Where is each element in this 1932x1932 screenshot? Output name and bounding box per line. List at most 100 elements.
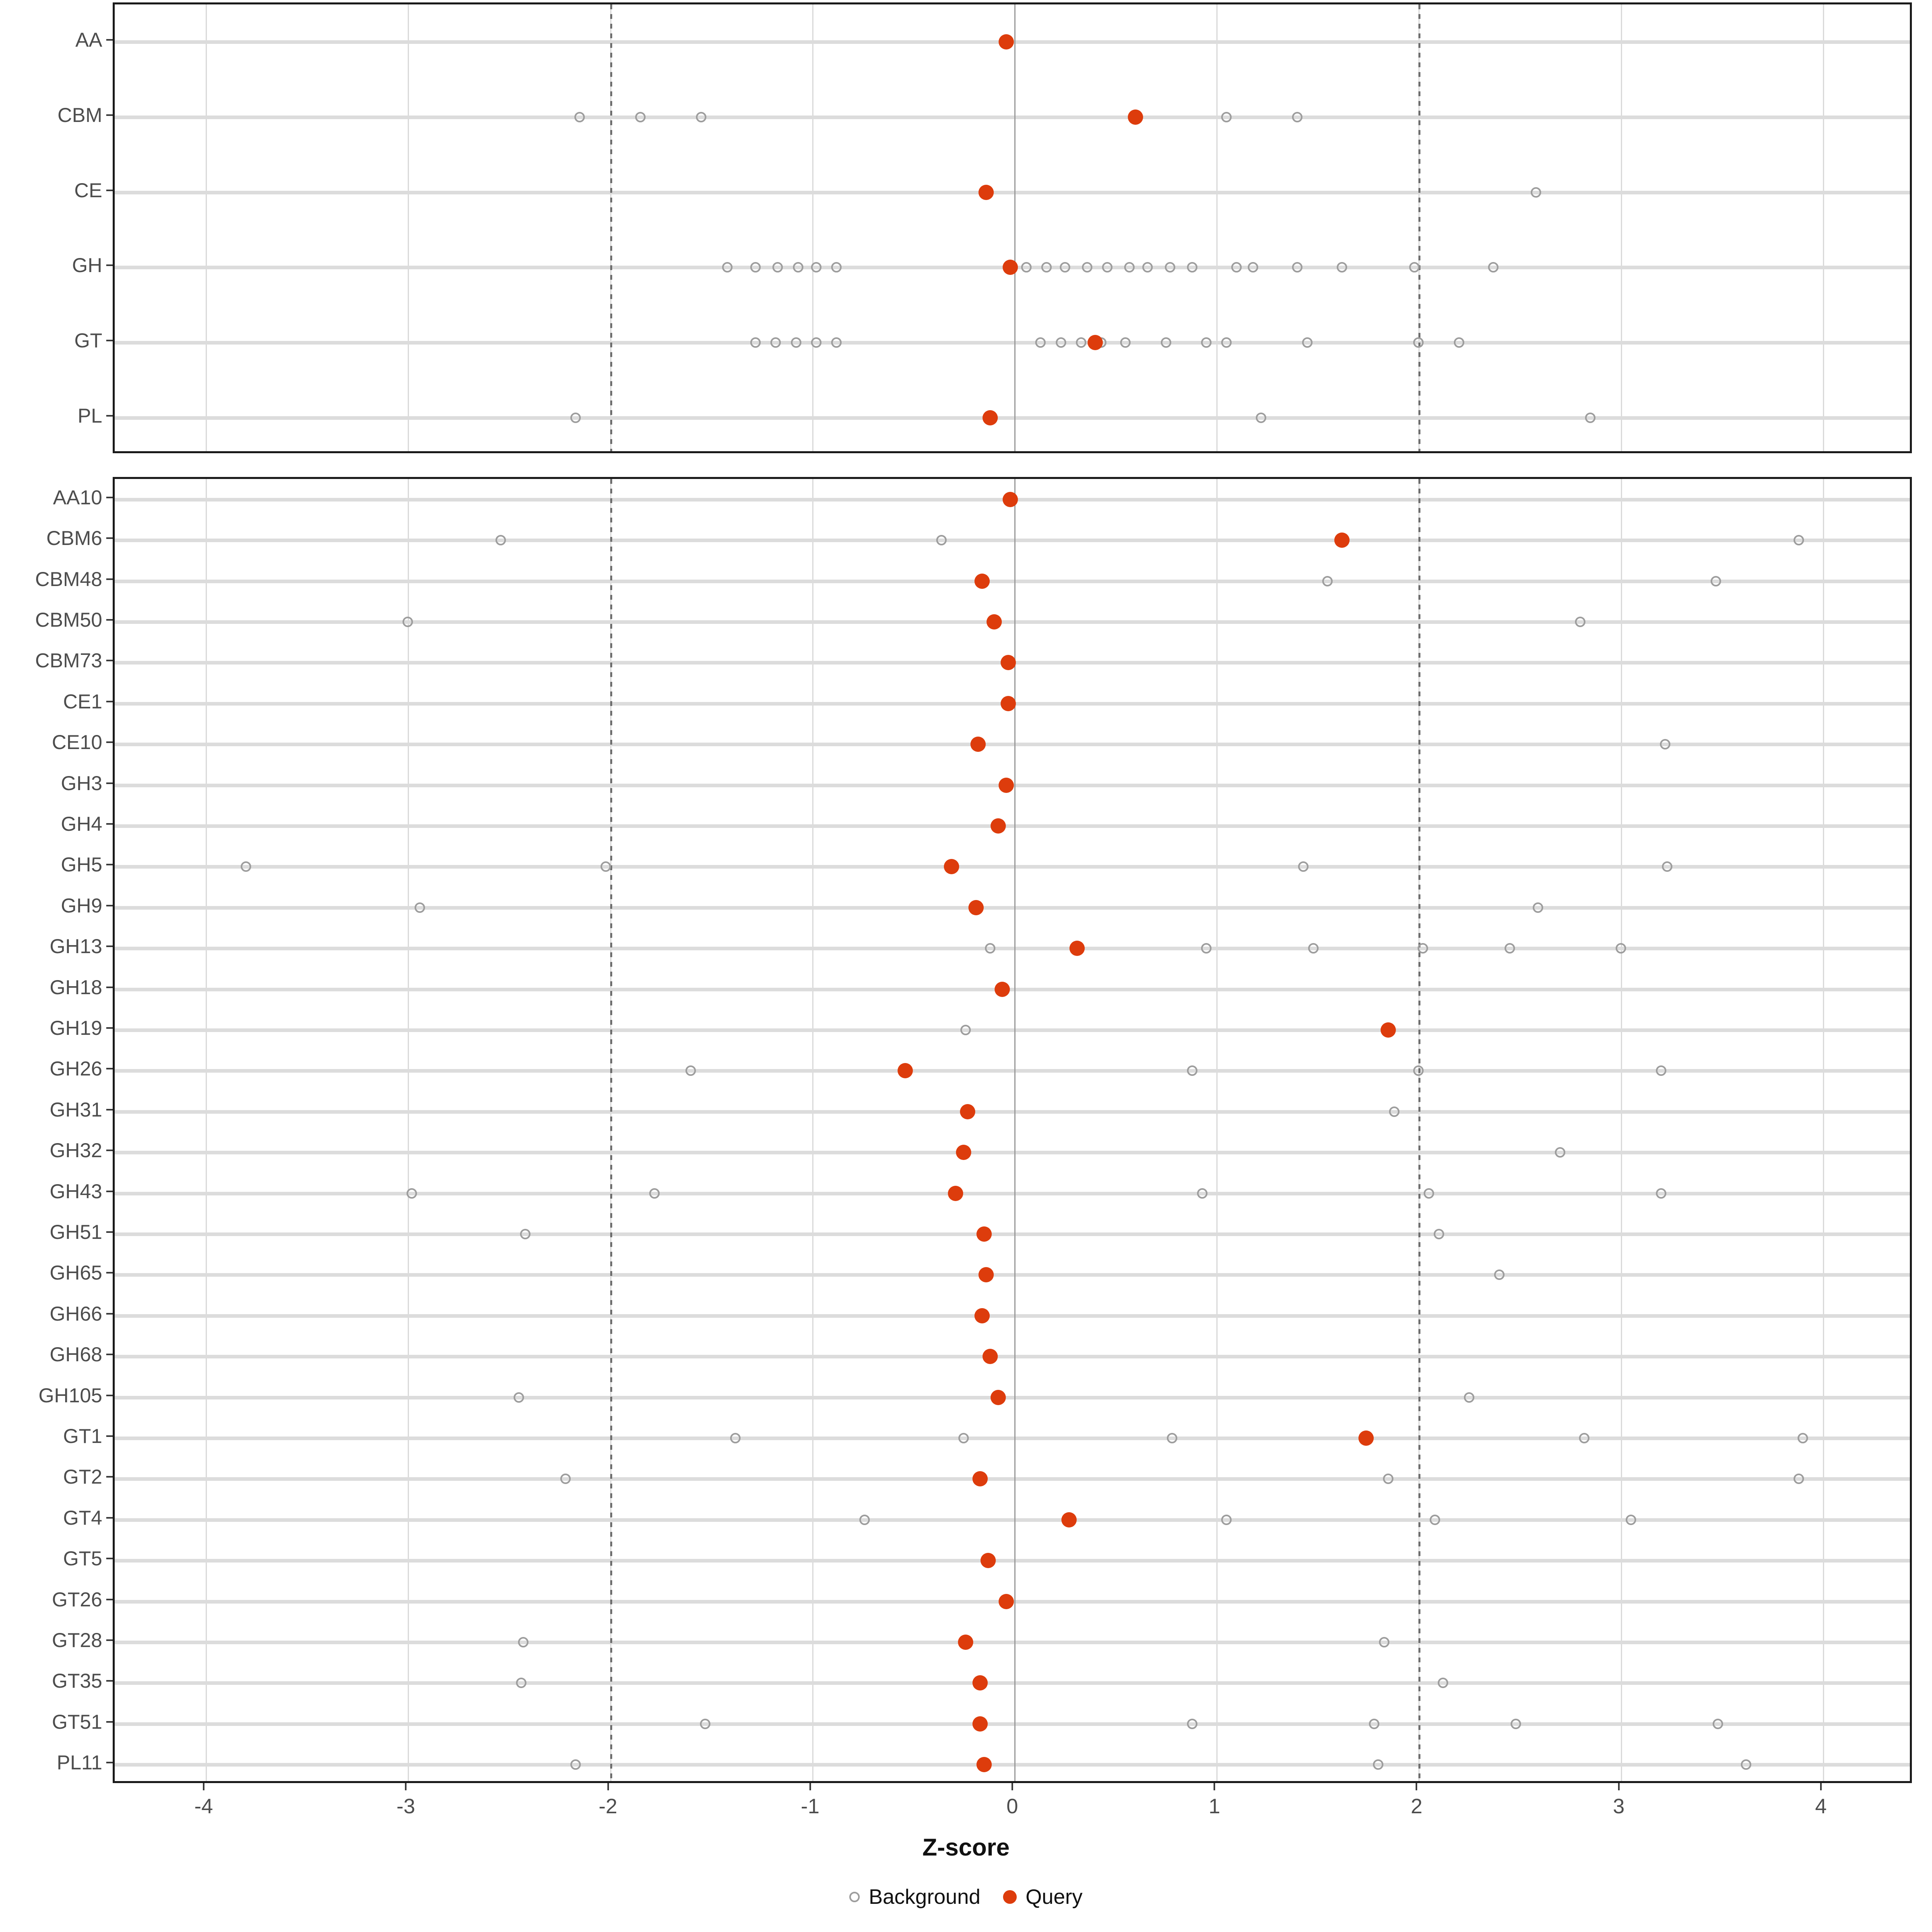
y-axis-tick-label: GT4 xyxy=(63,1506,102,1529)
data-point-background xyxy=(1413,1065,1424,1076)
y-axis-tick-mark xyxy=(106,1027,113,1029)
grid-line-horizontal xyxy=(115,1395,1910,1399)
data-point-background xyxy=(1656,1188,1667,1199)
grid-line-vertical xyxy=(812,479,813,1781)
data-point-background xyxy=(518,1637,528,1648)
data-point-background xyxy=(1615,943,1626,954)
data-point-background xyxy=(407,1188,417,1199)
y-axis-tick-mark xyxy=(106,1150,113,1152)
y-axis-tick-mark xyxy=(106,1313,113,1315)
data-point-background xyxy=(1585,412,1596,423)
data-point-background xyxy=(1298,861,1309,872)
y-axis-tick-mark xyxy=(106,537,113,539)
y-axis-tick-mark xyxy=(106,1108,113,1110)
data-point-background xyxy=(1433,1229,1444,1240)
y-axis-tick-mark xyxy=(106,904,113,906)
data-point-background xyxy=(241,861,252,872)
grid-line-horizontal xyxy=(115,1437,1910,1441)
x-axis-tick-mark xyxy=(607,1783,609,1790)
data-point-background xyxy=(649,1188,660,1199)
grid-line-horizontal xyxy=(115,1191,1910,1195)
grid-line-horizontal xyxy=(115,743,1910,747)
data-point-query xyxy=(972,1716,988,1732)
data-point-background xyxy=(1413,337,1424,348)
data-point-query xyxy=(982,1349,998,1364)
grid-line-vertical xyxy=(408,479,409,1781)
data-point-query xyxy=(1061,1512,1077,1527)
y-axis-tick-label: GH5 xyxy=(61,853,102,876)
y-axis-tick-label: CE1 xyxy=(63,690,102,713)
data-point-background xyxy=(1102,262,1113,273)
y-axis-tick-label: CBM48 xyxy=(35,568,102,590)
y-axis-tick-mark xyxy=(106,741,113,743)
data-point-query xyxy=(974,573,990,589)
data-point-background xyxy=(1308,943,1319,954)
data-point-background xyxy=(1389,1106,1400,1117)
data-point-background xyxy=(811,262,822,273)
x-axis-title: Z-score xyxy=(922,1834,1010,1861)
threshold-reference-line xyxy=(1418,4,1421,451)
legend-background-label: Background xyxy=(869,1885,980,1909)
data-point-background xyxy=(958,1433,969,1444)
y-axis-tick-label: GT35 xyxy=(52,1670,102,1693)
y-axis-tick-mark xyxy=(106,1435,113,1437)
data-point-background xyxy=(1247,262,1258,273)
y-axis-tick-mark xyxy=(106,340,113,341)
grid-line-horizontal xyxy=(115,987,1910,991)
data-point-background xyxy=(1656,1065,1667,1076)
grid-line-horizontal xyxy=(115,416,1910,420)
data-point-background xyxy=(696,112,706,122)
data-point-background xyxy=(1166,1433,1177,1444)
data-point-background xyxy=(1373,1759,1384,1770)
data-point-background xyxy=(1187,1718,1197,1729)
threshold-reference-line xyxy=(610,4,612,451)
data-point-query xyxy=(982,410,998,425)
data-point-background xyxy=(1530,187,1541,198)
data-point-background xyxy=(1379,1637,1390,1648)
data-point-background xyxy=(1741,1759,1752,1770)
y-axis-tick-mark xyxy=(106,1476,113,1478)
data-point-background xyxy=(1160,337,1171,348)
data-point-query xyxy=(960,1104,976,1119)
y-axis-tick-mark xyxy=(106,1068,113,1070)
y-axis-tick-label: GH19 xyxy=(50,1016,102,1039)
data-point-query xyxy=(956,1145,972,1160)
y-axis-tick-label: GH31 xyxy=(50,1098,102,1121)
y-axis-tick-mark xyxy=(106,1231,113,1233)
y-axis-tick-mark xyxy=(106,1354,113,1356)
data-point-background xyxy=(1201,943,1212,954)
y-axis-tick-label: CBM6 xyxy=(46,527,102,550)
data-point-query xyxy=(976,1757,992,1773)
y-axis-tick-label: GT1 xyxy=(63,1425,102,1448)
data-point-background xyxy=(1221,337,1232,348)
y-axis-tick-label: GT xyxy=(74,329,102,352)
y-axis-tick-mark xyxy=(106,1394,113,1396)
grid-line-horizontal xyxy=(115,1110,1910,1114)
x-axis-tick-label: -3 xyxy=(396,1795,415,1818)
y-axis-tick-mark xyxy=(106,1190,113,1192)
y-axis-tick-mark xyxy=(106,660,113,662)
y-axis-tick-label: AA xyxy=(75,29,102,52)
grid-line-horizontal xyxy=(115,865,1910,869)
grid-line-horizontal xyxy=(115,1681,1910,1685)
data-point-background xyxy=(811,337,822,348)
data-point-background xyxy=(730,1433,741,1444)
x-axis-tick-label: 2 xyxy=(1411,1795,1422,1818)
data-point-background xyxy=(1197,1188,1208,1199)
data-point-query xyxy=(998,777,1014,793)
data-point-background xyxy=(1221,1514,1232,1525)
y-axis-tick-label: GH43 xyxy=(50,1180,102,1203)
data-point-query xyxy=(978,1267,994,1283)
data-point-query xyxy=(972,1471,988,1487)
data-point-query xyxy=(1381,1022,1396,1038)
data-point-background xyxy=(685,1065,696,1076)
data-point-background xyxy=(1187,1065,1197,1076)
data-point-query xyxy=(980,1553,996,1569)
y-axis-tick-mark xyxy=(106,986,113,988)
threshold-reference-line xyxy=(610,479,612,1781)
y-axis-tick-label: GT2 xyxy=(63,1466,102,1488)
data-point-query xyxy=(974,1308,990,1323)
data-point-query xyxy=(1128,109,1144,125)
x-axis-tick-label: 4 xyxy=(1815,1795,1827,1818)
grid-line-horizontal xyxy=(115,824,1910,828)
